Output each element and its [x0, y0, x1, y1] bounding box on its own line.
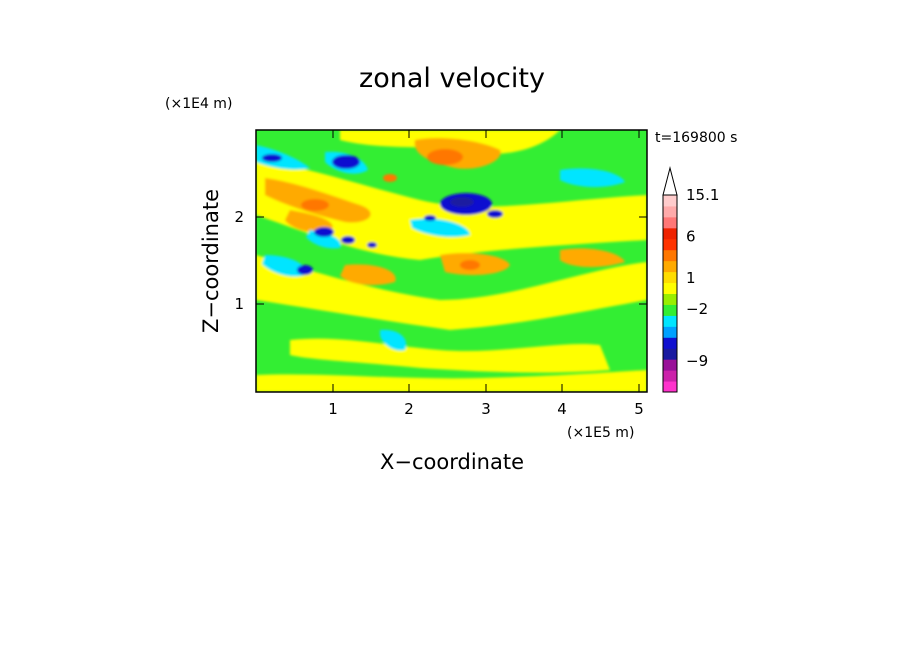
- cyan-region-5: [410, 218, 470, 238]
- colorbar-labels: 15.1 6 1 −2 −9: [686, 186, 719, 370]
- colorbar-segment: [663, 370, 677, 382]
- x-tick-label-5: 5: [634, 400, 644, 418]
- blue-spot-4: [297, 265, 313, 275]
- colorbar-label: 15.1: [686, 186, 719, 204]
- colorbar-label: 1: [686, 269, 696, 287]
- colorbar-segment: [663, 337, 677, 349]
- orange-region-4: [340, 264, 396, 286]
- colorbar-segment: [663, 293, 677, 305]
- orange-region-6: [285, 210, 333, 233]
- colorbar-label: 6: [686, 227, 696, 245]
- orange-region-5: [560, 248, 625, 268]
- red-spot-4: [383, 174, 397, 182]
- x-tick-label-2: 2: [404, 400, 414, 418]
- colorbar: 15.1 6 1 −2 −9: [662, 166, 719, 393]
- colorbar-segment: [663, 205, 677, 218]
- cyan-region-1: [256, 145, 310, 170]
- y-axis-label: Z−coordinate: [199, 189, 223, 333]
- colorbar-segment: [663, 315, 677, 327]
- red-spot-3: [460, 260, 480, 270]
- colorbar-segment: [663, 249, 677, 262]
- blue-spot-6: [341, 236, 355, 244]
- y-unit-label: (×1E4 m): [165, 96, 232, 112]
- colorbar-segment: [663, 282, 677, 294]
- yellow-band-lower: [290, 338, 610, 373]
- colorbar-segment: [663, 216, 677, 229]
- colorbar-label: −2: [686, 300, 708, 318]
- colorbar-extend-arrow: [662, 166, 678, 196]
- colorbar-segment: [663, 260, 677, 273]
- colorbar-segment: [663, 359, 677, 371]
- blue-spot-8: [487, 210, 503, 218]
- x-tick-label-3: 3: [481, 400, 491, 418]
- x-axis-label: X−coordinate: [380, 450, 524, 474]
- colorbar-segment: [663, 238, 677, 251]
- heatmap-field: [256, 130, 647, 392]
- cyan-region-2: [560, 168, 625, 188]
- y-tick-label-1: 1: [234, 295, 244, 313]
- blue-spot-5: [262, 154, 282, 162]
- blue-spot-7: [424, 215, 436, 221]
- yellow-band-mid: [256, 255, 647, 330]
- red-spot-1: [427, 149, 463, 165]
- x-axis: [332, 130, 640, 392]
- blue-spot-3: [314, 227, 334, 237]
- colorbar-segment: [663, 271, 677, 284]
- x-unit-label: (×1E5 m): [567, 425, 634, 441]
- yellow-band-bottom: [256, 370, 647, 392]
- cyan-region-4: [262, 255, 306, 277]
- colorbar-segment: [663, 381, 677, 393]
- y-tick-label-2: 2: [234, 208, 244, 226]
- y-axis: [256, 216, 647, 305]
- colorbar-segment: [663, 195, 677, 207]
- blue-spot-2: [332, 155, 360, 169]
- x-tick-label-4: 4: [557, 400, 567, 418]
- time-label: t=169800 s: [655, 130, 737, 146]
- colorbar-frame: [662, 194, 678, 393]
- cyan-region-3: [380, 329, 407, 351]
- darkblue-core: [450, 197, 474, 207]
- colorbar-segment: [663, 326, 677, 338]
- plot-frame: [255, 129, 648, 393]
- colorbar-segment: [663, 227, 677, 240]
- colorbar-segment: [663, 304, 677, 316]
- x-tick-label-1: 1: [328, 400, 338, 418]
- red-spot-2: [301, 199, 329, 211]
- colorbar-segment: [663, 348, 677, 360]
- colorbar-label: −9: [686, 352, 708, 370]
- blue-spot-9: [367, 242, 377, 248]
- cyan-region-6: [306, 230, 341, 249]
- chart-title: zonal velocity: [359, 63, 545, 94]
- field-blobs: [256, 130, 647, 392]
- colorbar-segments: [663, 195, 677, 393]
